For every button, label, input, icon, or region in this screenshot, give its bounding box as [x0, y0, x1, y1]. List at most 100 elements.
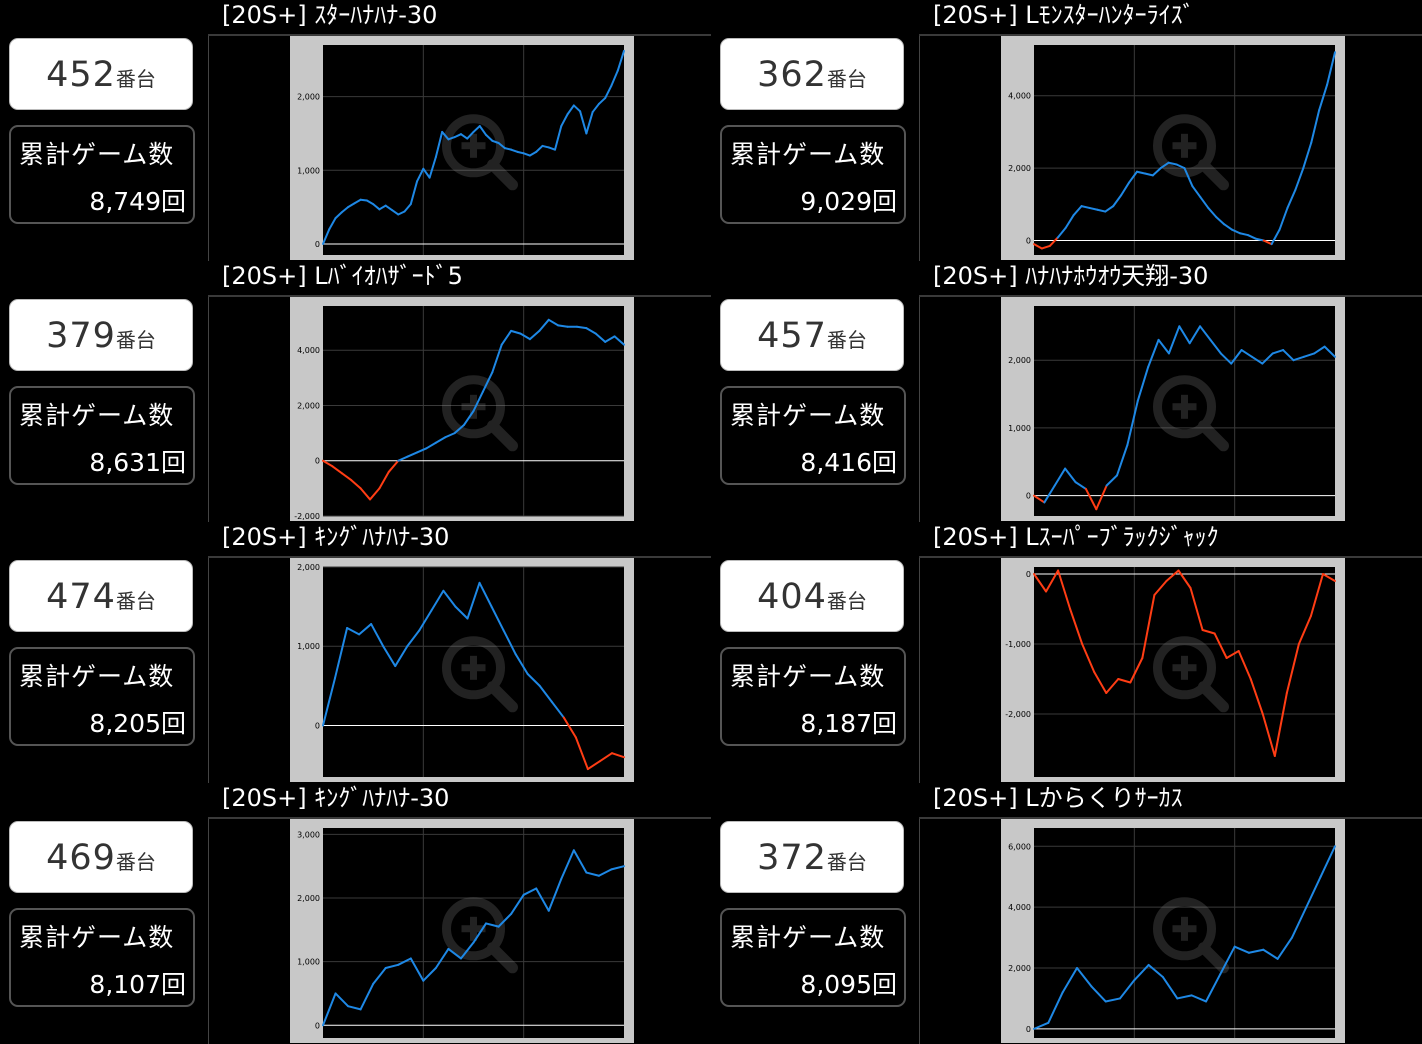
machine-panel: 474番台 累計ゲーム数 8,205回 [20S+] ｷﾝｸﾞﾊﾅﾊﾅ-30 0… — [0, 522, 711, 783]
machine-number-button[interactable]: 404番台 — [720, 560, 904, 632]
machine-number: 469 — [46, 838, 116, 878]
machine-number-button[interactable]: 362番台 — [720, 38, 904, 110]
zoom-icon-ring — [442, 897, 505, 961]
slump-graph[interactable]: 0 1,000 2,000 — [1001, 297, 1345, 521]
data-segment — [1165, 569, 1180, 582]
machine-number-button[interactable]: 469番台 — [9, 821, 193, 893]
plot-area — [1034, 828, 1335, 1038]
data-segment — [406, 629, 421, 648]
data-segment — [1104, 205, 1115, 213]
total-games-box: 累計ゲーム数 8,205回 — [9, 647, 195, 746]
data-segment — [1309, 573, 1324, 617]
zoom-icon-ring — [1153, 114, 1216, 178]
data-segment — [604, 84, 613, 100]
data-segment — [585, 871, 600, 877]
machine-number-button[interactable]: 372番台 — [720, 821, 904, 893]
data-segment — [358, 623, 373, 636]
data-segment — [434, 436, 447, 444]
machine-number-button[interactable]: 474番台 — [9, 560, 193, 632]
data-segment — [1133, 963, 1150, 982]
zoom-icon-ring — [1153, 375, 1216, 439]
data-segment — [466, 130, 475, 140]
data-segment — [1231, 228, 1241, 235]
data-segment — [519, 332, 531, 341]
data-segment — [1056, 226, 1067, 239]
line-chart: 0 1,000 2,000 — [1008, 306, 1336, 516]
machine-number-button[interactable]: 457番台 — [720, 299, 904, 371]
machine-suffix: 番台 — [826, 589, 867, 613]
zoom-icon-ring — [442, 636, 505, 700]
y-tick-label: 3,000 — [297, 830, 320, 839]
data-segment — [394, 645, 409, 668]
data-segment — [1096, 208, 1107, 213]
data-segment — [434, 947, 450, 969]
data-segment — [526, 672, 541, 687]
divider-vertical — [208, 558, 209, 783]
data-segment — [1286, 188, 1297, 209]
data-segment — [535, 887, 550, 912]
data-segment — [497, 142, 506, 150]
data-segment — [359, 982, 375, 1011]
slump-graph[interactable]: 0 1,000 2,000 3,000 — [290, 819, 634, 1043]
machine-suffix: 番台 — [826, 850, 867, 874]
machine-number-button[interactable]: 379番台 — [9, 299, 193, 371]
data-segment — [1254, 237, 1265, 242]
total-games-value: 8,187回 — [800, 709, 897, 738]
divider-horizontal — [919, 556, 1422, 558]
zoom-in-icon — [1153, 897, 1229, 974]
data-segment — [1199, 325, 1212, 341]
data-segment — [1183, 167, 1194, 188]
data-segment — [574, 736, 589, 771]
slump-graph[interactable]: -2,000 0 2,000 4,000 — [290, 297, 634, 521]
data-segment — [1033, 1021, 1050, 1030]
machine-panel: 469番台 累計ゲーム数 8,107回 [20S+] ｷﾝｸﾞﾊﾅﾊﾅ-30 0… — [0, 783, 711, 1044]
data-segment — [1249, 678, 1264, 715]
data-segment — [490, 605, 505, 632]
zoom-icon-handle — [1198, 681, 1229, 713]
y-tick-label: 6,000 — [1008, 842, 1031, 851]
y-tick-label: 1,000 — [1008, 424, 1031, 433]
slump-graph[interactable]: 0 1,000 2,000 — [290, 36, 634, 260]
total-games-value: 8,631回 — [89, 448, 186, 477]
data-segment — [1189, 587, 1204, 631]
slump-graph[interactable]: 0 1,000 2,000 — [290, 558, 634, 782]
machine-suffix: 番台 — [826, 328, 867, 352]
data-segment — [560, 849, 575, 880]
slump-graph[interactable]: 0 2,000 4,000 — [1001, 36, 1345, 260]
line-chart: 0 2,000 4,000 6,000 — [1008, 828, 1336, 1038]
data-segment — [350, 479, 362, 490]
data-segment — [334, 627, 349, 679]
data-segment — [594, 332, 607, 343]
data-segment — [491, 139, 500, 144]
divider-vertical — [919, 297, 920, 522]
data-segment — [372, 203, 381, 211]
machine-panel: 404番台 累計ゲーム数 8,187回 [20S+] Lｽｰﾊﾟｰﾌﾞﾗｯｸｼﾞ… — [711, 522, 1422, 783]
zoom-icon-handle — [487, 942, 518, 974]
data-segment — [522, 887, 538, 896]
data-segment — [1326, 51, 1336, 86]
zoom-in-icon — [442, 636, 518, 713]
divider-vertical — [919, 819, 920, 1044]
y-tick-label: 2,000 — [1008, 164, 1031, 173]
slump-graph[interactable]: 0 2,000 4,000 6,000 — [1001, 819, 1345, 1043]
data-segment — [1129, 657, 1144, 684]
data-segment — [547, 318, 560, 327]
data-segment — [1040, 244, 1051, 250]
total-games-box: 累計ゲーム数 8,631回 — [9, 386, 195, 485]
data-segment — [347, 202, 356, 209]
data-segment — [591, 102, 600, 114]
data-segment — [359, 487, 372, 501]
divider-vertical — [919, 36, 920, 261]
machine-number-button[interactable]: 452番台 — [9, 38, 193, 110]
data-segment — [1147, 338, 1160, 368]
data-segment — [1305, 875, 1322, 909]
data-segment — [340, 206, 350, 214]
data-segment — [1105, 474, 1119, 487]
total-games-label: 累計ゲーム数 — [19, 923, 175, 952]
data-segment — [1262, 948, 1279, 960]
line-chart: 0 1,000 2,000 — [297, 563, 625, 777]
data-segment — [403, 203, 412, 213]
zoom-icon-handle — [1198, 942, 1229, 974]
data-segment — [1178, 325, 1191, 345]
slump-graph[interactable]: -2,000 -1,000 0 — [1001, 558, 1345, 782]
